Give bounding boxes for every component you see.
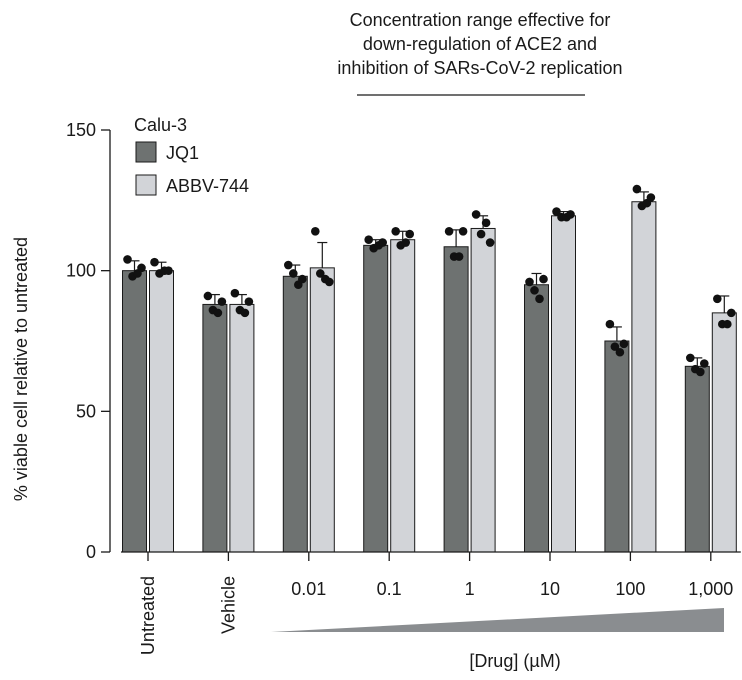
legend-swatch (135, 174, 157, 196)
x-tick-label: 10 (540, 579, 560, 599)
data-point (615, 347, 625, 357)
x-tick-label: 1 (465, 579, 475, 599)
data-point (686, 353, 695, 363)
bar (363, 244, 389, 553)
data-point (244, 297, 254, 306)
y-tick-label: 50 (76, 401, 96, 421)
x-tick-label: 0.1 (377, 579, 402, 599)
annotation-line-2: down-regulation of ACE2 and (362, 34, 598, 54)
x-axis: Untreated Vehicle 0.01 0.1 1 10 100 1,000 (121, 551, 741, 655)
data-point (727, 308, 736, 318)
x-tick-label: 0.01 (291, 579, 326, 599)
x-tick-label: 1,000 (688, 579, 733, 599)
bar (202, 303, 228, 553)
bar (470, 227, 496, 553)
data-point (240, 308, 250, 318)
legend-label: ABBV-744 (166, 176, 249, 196)
data-point (539, 274, 548, 284)
legend-swatch (135, 141, 157, 163)
data-point (203, 291, 213, 301)
bar (229, 303, 255, 553)
bar (631, 201, 657, 553)
data-point (137, 263, 146, 273)
y-tick-label: 0 (86, 542, 96, 562)
annotation-line-3: inhibition of SARs-CoV-2 replication (337, 58, 623, 78)
data-point (481, 218, 491, 228)
data-point (454, 252, 464, 261)
legend: JQ1 ABBV-744 (135, 141, 249, 196)
y-tick-label: 150 (66, 120, 96, 140)
bar (524, 284, 549, 553)
data-point (444, 226, 454, 236)
bar (604, 340, 630, 553)
y-axis: 0 50 100 150 (66, 120, 111, 562)
data-point (401, 238, 411, 247)
x-tick-label: 100 (615, 579, 645, 599)
data-point (298, 274, 307, 284)
panel-label: Calu-3 (134, 115, 187, 135)
bar (282, 275, 308, 553)
data-point (646, 193, 656, 202)
y-axis-label: % viable cell relative to untreated (11, 237, 31, 501)
bar (149, 270, 174, 553)
data-point (405, 229, 415, 239)
bars (122, 184, 737, 553)
concentration-gradient-wedge (271, 608, 724, 632)
data-point (525, 277, 534, 287)
data-point (364, 235, 374, 245)
data-point (311, 226, 320, 236)
data-point (610, 342, 620, 351)
data-point (378, 238, 388, 247)
data-point (391, 226, 401, 236)
bar (309, 267, 335, 553)
bar (551, 215, 576, 553)
bar (390, 239, 416, 553)
data-point (213, 308, 223, 318)
data-point (552, 207, 561, 216)
data-point (696, 367, 705, 377)
data-point (230, 288, 240, 298)
x-tick-label: Untreated (138, 576, 158, 655)
annotation-text: Concentration range effective for down-r… (290, 8, 670, 80)
data-point (471, 210, 481, 219)
bar (684, 365, 710, 553)
x-axis-label: [Drug] (µM) (469, 651, 560, 671)
data-point (316, 269, 325, 278)
x-tick-label: Vehicle (218, 576, 238, 634)
data-point (723, 319, 732, 329)
bar (122, 270, 147, 553)
legend-label: JQ1 (166, 143, 199, 163)
data-point (700, 359, 709, 368)
data-point (713, 294, 722, 304)
data-point (535, 294, 544, 304)
data-point (566, 210, 575, 219)
bar (443, 246, 469, 553)
data-point (476, 229, 486, 239)
data-point (123, 255, 132, 264)
data-point (289, 269, 298, 278)
data-point (619, 339, 629, 349)
y-tick-label: 100 (66, 261, 96, 281)
data-point (605, 319, 615, 329)
data-point (458, 226, 468, 236)
data-point (284, 260, 293, 270)
data-point (164, 266, 173, 275)
data-point (217, 297, 227, 306)
data-point (325, 277, 334, 287)
data-point (485, 238, 495, 247)
data-point (632, 184, 642, 194)
data-point (530, 286, 539, 295)
bar (711, 312, 737, 553)
annotation-line-1: Concentration range effective for (349, 10, 611, 30)
data-point (150, 257, 159, 267)
